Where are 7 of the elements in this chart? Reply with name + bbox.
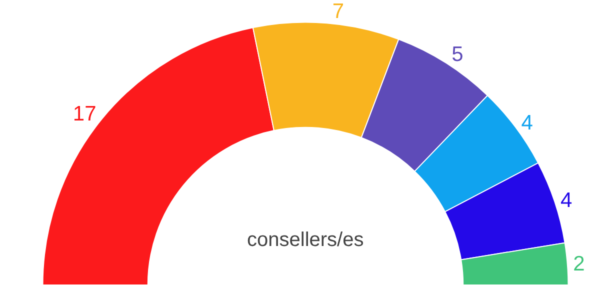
data-label: 5 [452, 43, 464, 66]
data-label: 4 [521, 112, 534, 135]
text: consellers/es [247, 229, 364, 251]
data-label: 2 [573, 252, 585, 276]
data-label: 4 [560, 189, 572, 212]
data-label: 7 [332, 0, 344, 24]
data-label: 17 [72, 102, 96, 126]
